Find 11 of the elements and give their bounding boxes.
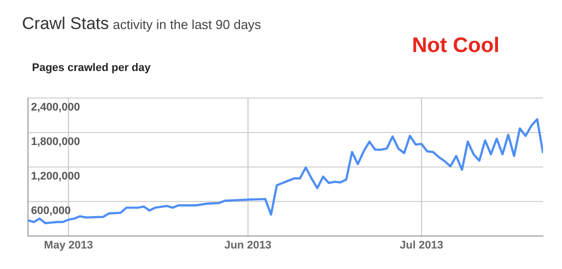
x-tick-label: May 2013	[44, 239, 93, 252]
text: Not Cool	[412, 34, 500, 58]
y-tick-label: 2,400,000	[31, 102, 80, 114]
y-tick-label: 600,000	[31, 204, 71, 217]
y-axis-title: Pages crawled per day	[32, 62, 151, 74]
chart-title: Crawl Stats	[22, 14, 109, 33]
y-tick-label: 1,200,000	[31, 170, 80, 182]
x-tick-label: Jul 2013	[400, 239, 444, 252]
chart-subtitle: activity in the last 90 days	[112, 17, 262, 32]
y-tick-label: 1,800,000	[31, 136, 80, 148]
x-tick-label: Jun 2013	[224, 239, 272, 252]
